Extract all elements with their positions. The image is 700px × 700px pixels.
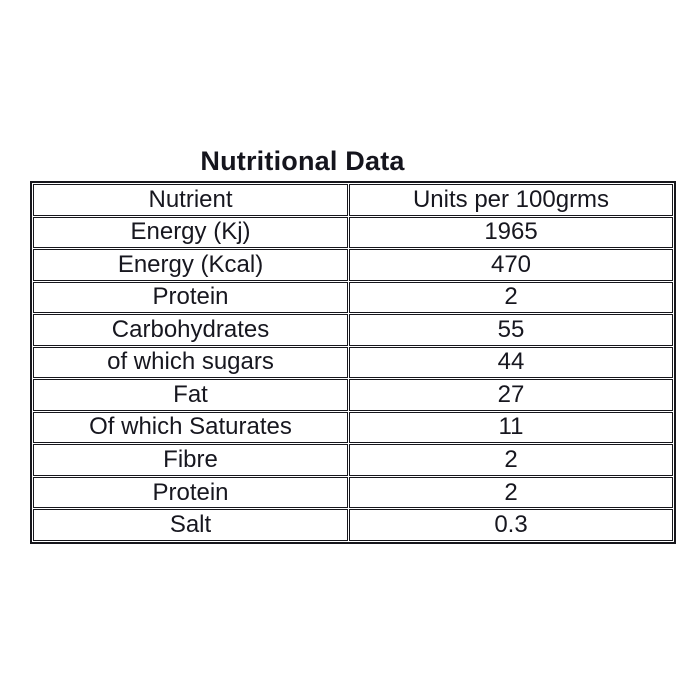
- table-row: Carbohydrates 55: [33, 314, 673, 346]
- table-row: of which sugars 44: [33, 346, 673, 379]
- table-row: Of which Saturates 11: [33, 411, 673, 444]
- nutrient-name-cell: Fat: [33, 379, 349, 411]
- column-header-units: Units per 100grms: [349, 184, 673, 216]
- table-row: Fibre 2: [33, 444, 673, 476]
- nutrient-value-cell: 2: [349, 444, 673, 476]
- nutrient-name-cell: Of which Saturates: [33, 411, 349, 444]
- nutrient-name-cell: Fibre: [33, 444, 349, 476]
- page-title: Nutritional Data: [200, 146, 405, 176]
- nutrient-value-cell: 2: [349, 476, 673, 509]
- nutrient-value-cell: 27: [349, 379, 673, 411]
- nutrient-name-cell: Protein: [33, 476, 349, 509]
- nutrition-table: Nutrient Units per 100grms Energy (Kj) 1…: [30, 181, 676, 544]
- nutrient-value-cell: 0.3: [349, 509, 673, 541]
- nutrient-name-cell: Salt: [33, 509, 349, 541]
- nutrient-name-cell: of which sugars: [33, 346, 349, 379]
- nutrient-name-cell: Carbohydrates: [33, 314, 349, 346]
- nutrient-name-cell: Energy (Kcal): [33, 249, 349, 281]
- nutrient-value-cell: 2: [349, 281, 673, 314]
- nutrient-value-cell: 11: [349, 411, 673, 444]
- nutrient-value-cell: 44: [349, 346, 673, 379]
- table-row: Energy (Kj) 1965: [33, 216, 673, 249]
- table-row: Salt 0.3: [33, 509, 673, 541]
- column-header-nutrient: Nutrient: [33, 184, 349, 216]
- table-header-row: Nutrient Units per 100grms: [33, 184, 673, 216]
- nutrient-name-cell: Protein: [33, 281, 349, 314]
- nutrient-value-cell: 1965: [349, 216, 673, 249]
- nutrient-value-cell: 55: [349, 314, 673, 346]
- table-row: Protein 2: [33, 476, 673, 509]
- table-row: Fat 27: [33, 379, 673, 411]
- table-row: Energy (Kcal) 470: [33, 249, 673, 281]
- nutrient-value-cell: 470: [349, 249, 673, 281]
- table-row: Protein 2: [33, 281, 673, 314]
- nutrient-name-cell: Energy (Kj): [33, 216, 349, 249]
